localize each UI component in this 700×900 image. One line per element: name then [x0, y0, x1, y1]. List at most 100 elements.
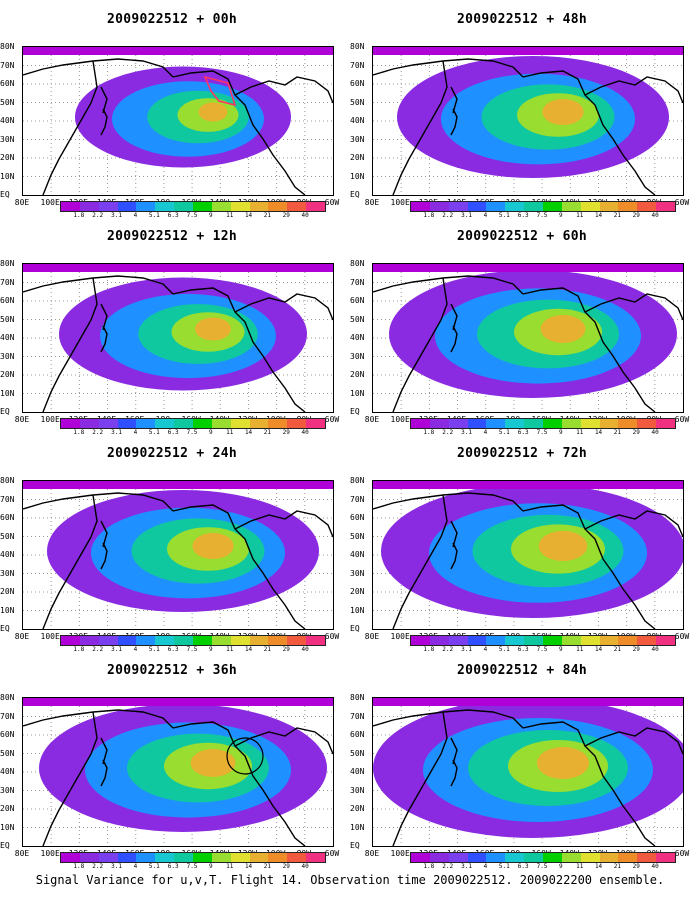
- lat-tick-label: 30N: [350, 351, 365, 361]
- colorbar-swatch: [637, 853, 657, 862]
- panel-title: 2009022512 + 12h: [106, 229, 238, 244]
- lat-tick-label: 60N: [0, 296, 15, 305]
- colorbar-swatch: [174, 202, 194, 211]
- colorbar-level-label: 1.8: [73, 212, 85, 219]
- colorbar-level-label: 7.5: [186, 646, 198, 653]
- colorbar-swatch: [467, 636, 487, 645]
- coastline: [373, 709, 524, 846]
- map-panel: 2009022512 + 24h 80N 70N 60N 50N 40N 30N 20N 10N…: [0, 438, 342, 663]
- lat-tick-label: EQ: [0, 624, 10, 633]
- colorbar-swatch: [599, 853, 619, 862]
- colorbar-level-label: 5.1: [498, 646, 510, 653]
- variance-band: [373, 264, 683, 272]
- lat-tick-label: 70N: [0, 494, 15, 504]
- colorbar-swatch: [580, 419, 600, 428]
- colorbar-level-label: 1.8: [73, 429, 85, 436]
- lon-tick-label: 60W: [324, 632, 340, 641]
- lat-tick-label: 30N: [0, 785, 15, 795]
- colorbar-swatch: [306, 853, 326, 862]
- colorbar-swatch: [193, 419, 212, 428]
- coastline: [373, 492, 524, 629]
- lon-tick-label: 100E: [40, 415, 60, 424]
- lon-tick-label: 100E: [390, 849, 410, 858]
- lat-tick-label: 20N: [0, 587, 15, 596]
- map-area: [372, 46, 684, 196]
- lat-tick-label: 20N: [350, 370, 365, 379]
- lon-tick-label: 60W: [674, 632, 690, 641]
- colorbar: [60, 635, 326, 646]
- colorbar-level-label: 29: [632, 646, 640, 653]
- colorbar-swatch: [155, 419, 175, 428]
- colorbar-swatch: [136, 853, 156, 862]
- colorbar-level-label: 2.2: [92, 212, 104, 219]
- colorbar-level-label: 2.2: [442, 863, 454, 870]
- colorbar-level-label: 7.5: [186, 863, 198, 870]
- colorbar-level-label: 2.2: [92, 429, 104, 436]
- colorbar-swatch: [117, 419, 137, 428]
- colorbar-level-label: 4: [483, 646, 488, 653]
- colorbar-level-label: 3.1: [461, 863, 472, 870]
- lat-tick-label: EQ: [350, 841, 360, 850]
- colorbar-swatch: [637, 636, 657, 645]
- colorbar-level-label: 9: [559, 646, 563, 653]
- lat-tick-label: 80N: [350, 476, 365, 485]
- colorbar-swatch: [193, 636, 212, 645]
- map-area: [22, 46, 334, 196]
- variance-contour: [537, 747, 589, 779]
- lat-tick-label: 40N: [0, 333, 15, 342]
- variance-band: [23, 698, 333, 706]
- colorbar-swatch: [249, 853, 269, 862]
- lat-tick-label: 30N: [350, 134, 365, 144]
- lon-tick-label: 80E: [364, 198, 380, 207]
- colorbar-swatch: [448, 636, 468, 645]
- lat-tick-label: 50N: [0, 97, 15, 107]
- colorbar-level-label: 21: [263, 429, 272, 436]
- lat-tick-label: 80N: [0, 42, 15, 51]
- lon-tick-label: 80E: [364, 632, 380, 641]
- lat-tick-label: 30N: [0, 351, 15, 361]
- coastline: [373, 58, 524, 195]
- coastline: [172, 70, 333, 195]
- colorbar-swatch: [79, 853, 99, 862]
- variance-band: [373, 481, 683, 489]
- lat-tick-label: 40N: [350, 116, 365, 125]
- lat-tick-label: 10N: [350, 605, 365, 615]
- colorbar-swatch: [268, 202, 288, 211]
- colorbar-swatch: [411, 853, 430, 862]
- colorbar-swatch: [656, 636, 676, 645]
- colorbar-swatch: [230, 202, 250, 211]
- colorbar-swatch: [524, 202, 544, 211]
- lat-tick-label: 20N: [350, 804, 365, 813]
- colorbar-level-label: 3.1: [111, 863, 122, 870]
- lat-tick-label: 10N: [350, 171, 365, 181]
- coastline: [100, 325, 108, 353]
- colorbar-level-label: 6.3: [517, 429, 529, 436]
- colorbar-level-label: 5.1: [148, 863, 160, 870]
- colorbar-swatch: [543, 636, 562, 645]
- colorbar-level-label: 40: [301, 212, 309, 219]
- colorbar-level-label: 40: [301, 863, 309, 870]
- map-area: [372, 480, 684, 630]
- coastline: [373, 275, 524, 412]
- map-svg: [23, 264, 333, 412]
- colorbar-swatch: [618, 419, 638, 428]
- colorbar-swatch: [580, 202, 600, 211]
- colorbar-level-label: 7.5: [536, 863, 548, 870]
- colorbar-level-label: 9: [559, 863, 563, 870]
- colorbar-level-label: 14: [244, 429, 253, 436]
- colorbar-level-label: 21: [613, 429, 622, 436]
- coastline: [522, 721, 683, 846]
- figure-caption: Signal Variance for u,v,T. Flight 14. Ob…: [35, 873, 665, 887]
- colorbar-level-label: 6.3: [167, 212, 179, 219]
- colorbar-level-label: 14: [244, 212, 253, 219]
- colorbar-level-label: 6.3: [517, 212, 529, 219]
- colorbar-swatch: [306, 202, 326, 211]
- lon-tick-label: 100E: [40, 198, 60, 207]
- colorbar-level-label: 14: [244, 646, 253, 653]
- colorbar-swatch: [543, 419, 562, 428]
- lat-tick-label: EQ: [350, 624, 360, 633]
- colorbar-level-label: 21: [613, 646, 622, 653]
- colorbar-level-label: 21: [263, 646, 272, 653]
- colorbar-swatch: [637, 202, 657, 211]
- colorbar-swatch: [543, 202, 562, 211]
